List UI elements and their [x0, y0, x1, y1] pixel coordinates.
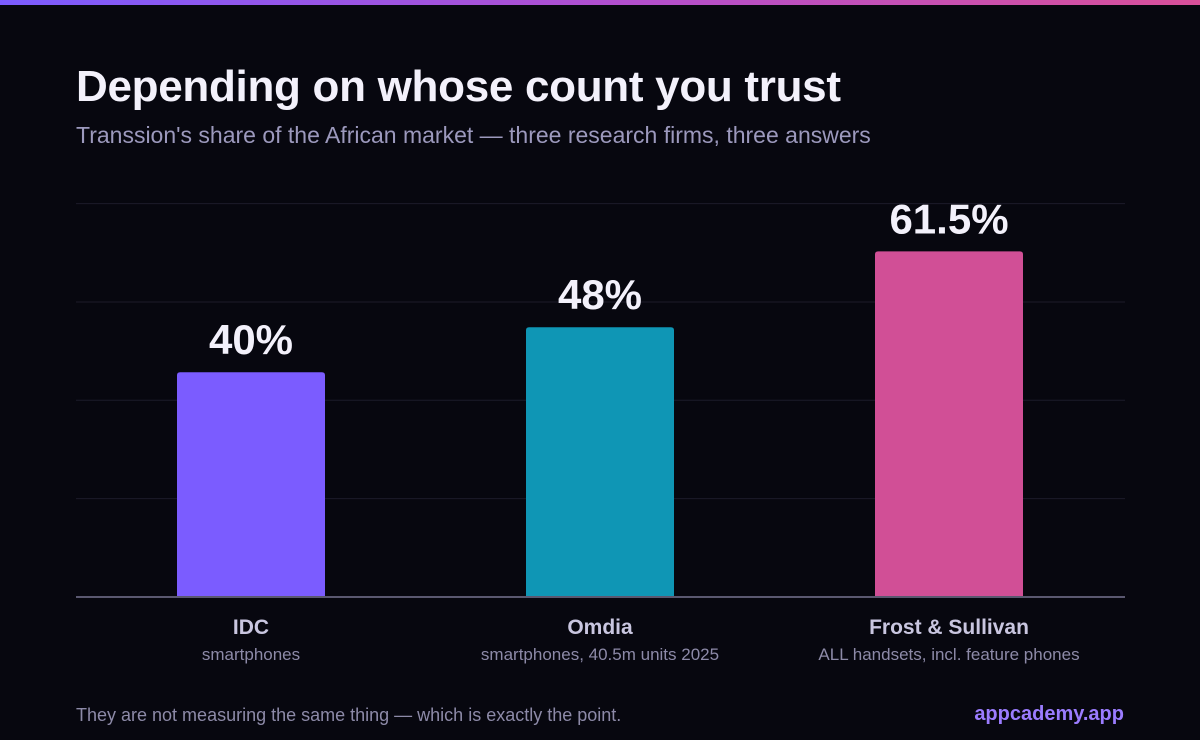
category-note: smartphones: [202, 645, 300, 664]
labels: 40% IDC smartphones 48% Omdia smartphones, 40…: [202, 195, 1080, 664]
bar-frost-sullivan: [875, 251, 1023, 597]
brand-link[interactable]: appcademy.app: [974, 703, 1124, 725]
category-note: smartphones, 40.5m units 2025: [481, 645, 719, 664]
category-note: ALL handsets, incl. feature phones: [818, 645, 1079, 664]
bars: [177, 251, 1023, 597]
category-label: IDC: [233, 616, 269, 639]
footer-note: They are not measuring the same thing — …: [76, 705, 622, 725]
bar-idc: [177, 372, 325, 597]
page-title: Depending on whose count you trust: [76, 62, 841, 111]
page-subtitle: Transsion's share of the African market …: [76, 122, 871, 148]
value-label: 61.5%: [889, 195, 1008, 242]
value-label: 48%: [558, 271, 642, 318]
bar-omdia: [526, 327, 674, 597]
category-label: Frost & Sullivan: [869, 616, 1029, 639]
value-label: 40%: [209, 316, 293, 363]
category-label: Omdia: [567, 616, 633, 639]
bar-chart: 40% IDC smartphones 48% Omdia smartphones, 40…: [76, 195, 1125, 664]
accent-bar: [0, 0, 1200, 5]
